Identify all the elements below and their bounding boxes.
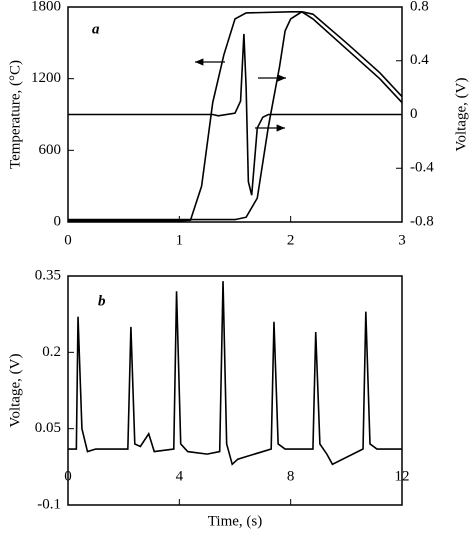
- data-line: [68, 33, 402, 196]
- x-tick-label: 0: [64, 232, 72, 248]
- panel-label: a: [92, 21, 100, 37]
- x-tick-label: 2: [287, 232, 295, 248]
- x-axis-title: Time, (s): [208, 513, 262, 529]
- x-tick-label: 1: [176, 232, 184, 248]
- y2-axis-title: Voltage, (V): [453, 78, 469, 152]
- y-tick-label: -0.1: [37, 496, 61, 512]
- y-tick-label: 0.2: [42, 344, 61, 360]
- y-tick-label: 0.05: [35, 420, 61, 436]
- x-tick-label: 4: [176, 468, 184, 484]
- y-tick-label: 0.35: [35, 267, 61, 283]
- data-line: [68, 10, 403, 221]
- x-tick-label: 12: [395, 468, 410, 484]
- y2-tick-label: -0.8: [410, 213, 434, 229]
- y-tick-label: 1200: [31, 70, 61, 86]
- x-tick-label: 3: [398, 232, 406, 248]
- y2-tick-label: 0.4: [410, 52, 429, 68]
- panel-label: b: [98, 293, 106, 309]
- y2-tick-label: -0.4: [410, 160, 434, 176]
- y-axis-title: Voltage, (V): [7, 354, 23, 428]
- data-line: [68, 281, 402, 466]
- plot-frame: [67, 275, 403, 506]
- y-tick-label: 600: [39, 142, 62, 158]
- y-tick-label: 0: [54, 213, 62, 229]
- y2-tick-label: 0: [410, 106, 418, 122]
- y-tick-label: 1800: [31, 0, 61, 14]
- y-axis-title: Temperature, (°C): [7, 60, 23, 169]
- data-line: [68, 10, 403, 222]
- y2-tick-label: 0.8: [410, 0, 429, 14]
- x-tick-label: 0: [64, 468, 72, 484]
- x-tick-label: 8: [287, 468, 295, 484]
